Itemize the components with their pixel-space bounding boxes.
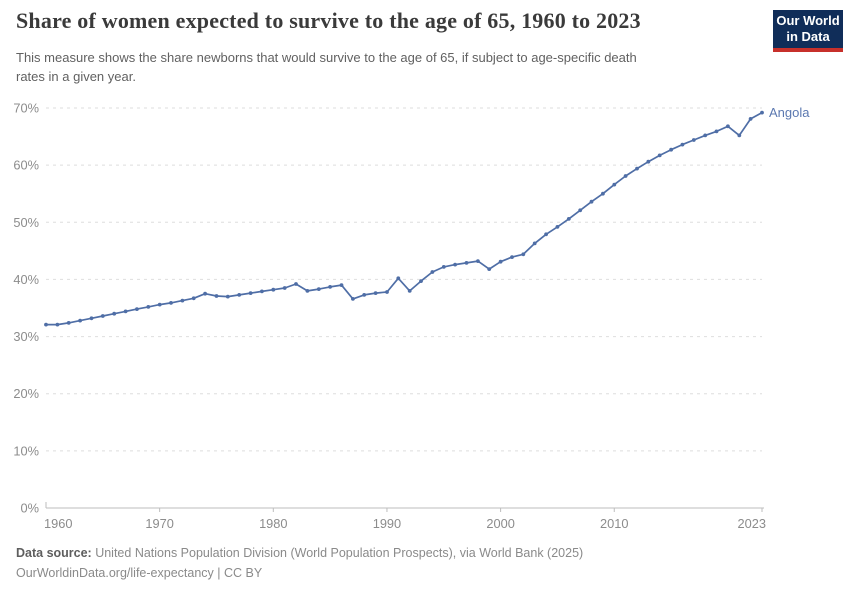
x-axis-tick-label: 2010 <box>600 516 628 531</box>
data-point[interactable] <box>703 133 708 138</box>
data-point[interactable] <box>112 311 117 316</box>
data-point[interactable] <box>44 322 48 327</box>
subtitle-line-2: rates in a given year. <box>16 69 136 84</box>
data-point[interactable] <box>316 287 321 291</box>
data-point[interactable] <box>385 290 389 294</box>
data-point[interactable] <box>100 314 105 318</box>
owid-logo[interactable]: Our World in Data <box>773 10 843 52</box>
series-label-angola[interactable]: Angola <box>769 105 810 120</box>
y-axis-tick-label: 30% <box>13 329 39 344</box>
x-axis-tick-label: 2023 <box>738 516 766 531</box>
data-point[interactable] <box>657 153 662 158</box>
data-point[interactable] <box>407 289 412 293</box>
data-point[interactable] <box>248 291 253 295</box>
data-source-line: Data source: United Nations Population D… <box>16 543 816 563</box>
data-point[interactable] <box>123 309 128 314</box>
data-point[interactable] <box>419 279 423 283</box>
chart-title: Share of women expected to survive to th… <box>16 8 641 33</box>
data-point[interactable] <box>430 270 435 274</box>
data-point[interactable] <box>191 296 196 301</box>
data-point[interactable] <box>510 255 514 259</box>
data-point[interactable] <box>669 147 673 152</box>
data-point[interactable] <box>453 262 457 267</box>
data-point[interactable] <box>260 289 264 294</box>
data-point[interactable] <box>635 166 639 171</box>
y-axis-tick-label: 50% <box>13 215 39 230</box>
data-point[interactable] <box>305 289 310 293</box>
data-point[interactable] <box>760 110 764 115</box>
data-point[interactable] <box>578 208 583 213</box>
x-axis-tick-label: 2000 <box>486 516 514 531</box>
data-point[interactable] <box>180 298 185 303</box>
line-chart[interactable]: 0% 10% 20% 30% 40% 50% 60% 70% 1960 1970 1980 1990 2… <box>0 95 850 540</box>
data-point[interactable] <box>441 265 446 269</box>
data-point[interactable] <box>476 259 480 263</box>
logo-line-2: in Data <box>786 29 830 44</box>
data-point[interactable] <box>748 117 753 121</box>
y-axis-tick-label: 40% <box>13 272 39 287</box>
data-point[interactable] <box>237 293 242 297</box>
data-point[interactable] <box>294 282 298 286</box>
data-point[interactable] <box>78 318 82 323</box>
chart-footer: Data source: United Nations Population D… <box>16 543 816 583</box>
data-point[interactable] <box>89 316 94 321</box>
data-point[interactable] <box>566 217 571 221</box>
data-point[interactable] <box>225 294 230 299</box>
data-point[interactable] <box>339 283 344 287</box>
data-point[interactable] <box>544 232 548 237</box>
data-point[interactable] <box>691 138 696 142</box>
data-point[interactable] <box>737 133 742 138</box>
y-axis-tick-label: 10% <box>13 443 39 458</box>
data-point[interactable] <box>282 286 287 290</box>
subtitle-line-1: This measure shows the share newborns th… <box>16 50 637 65</box>
data-point[interactable] <box>714 129 719 134</box>
data-point[interactable] <box>532 241 537 246</box>
data-point[interactable] <box>498 259 503 264</box>
data-source-label: Data source: <box>16 546 92 560</box>
data-point[interactable] <box>328 285 332 289</box>
data-point[interactable] <box>146 305 151 309</box>
y-axis-tick-label: 60% <box>13 158 39 173</box>
data-point[interactable] <box>271 287 276 292</box>
data-point[interactable] <box>214 294 219 298</box>
data-point[interactable] <box>169 301 173 305</box>
data-point[interactable] <box>157 302 162 307</box>
license-line[interactable]: OurWorldinData.org/life-expectancy | CC … <box>16 566 263 580</box>
logo-line-1: Our World <box>776 13 840 28</box>
data-point[interactable] <box>521 252 526 257</box>
data-point[interactable] <box>623 174 628 178</box>
y-axis-tick-label: 70% <box>13 101 39 116</box>
data-point[interactable] <box>680 142 685 147</box>
chart-subtitle: This measure shows the share newborns th… <box>16 48 746 86</box>
data-point[interactable] <box>726 124 730 129</box>
data-point[interactable] <box>589 199 594 204</box>
y-axis-tick-label: 0% <box>21 501 40 516</box>
data-point[interactable] <box>66 321 71 325</box>
data-point[interactable] <box>135 307 139 311</box>
x-axis-tick-label: 1970 <box>145 516 173 531</box>
data-point[interactable] <box>396 276 401 281</box>
x-axis-tick-label: 1980 <box>259 516 287 531</box>
data-point[interactable] <box>55 322 60 327</box>
data-point[interactable] <box>555 225 560 229</box>
data-point[interactable] <box>362 293 367 297</box>
chart-area: 0% 10% 20% 30% 40% 50% 60% 70% 1960 1970 1980 1990 2… <box>0 95 850 540</box>
data-point[interactable] <box>487 267 492 271</box>
data-point[interactable] <box>373 291 378 295</box>
data-point[interactable] <box>612 182 617 187</box>
x-axis-tick-label: 1990 <box>373 516 401 531</box>
series-line-angola[interactable] <box>45 111 763 326</box>
data-source-text: United Nations Population Division (Worl… <box>91 546 584 560</box>
data-point[interactable] <box>203 291 208 296</box>
x-axis-tick-label: 1960 <box>44 516 72 531</box>
data-point[interactable] <box>464 261 469 265</box>
data-point[interactable] <box>646 159 651 164</box>
y-axis-tick-label: 20% <box>13 386 39 401</box>
data-point[interactable] <box>601 191 605 196</box>
data-point[interactable] <box>351 297 355 301</box>
